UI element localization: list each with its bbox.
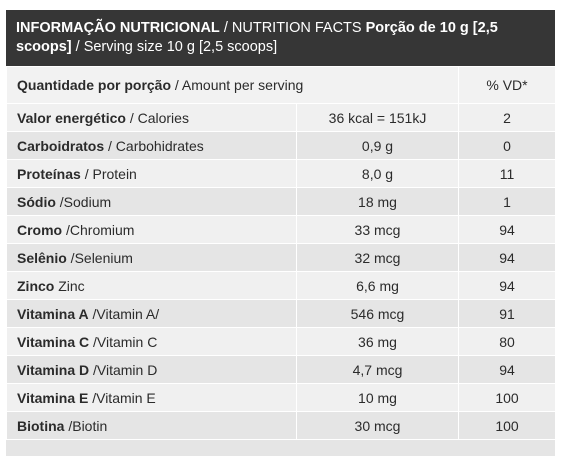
nutrient-daily-value: 100 <box>458 383 556 412</box>
nutrient-daily-value: 0 <box>458 131 556 160</box>
nutrient-name: Vitamina D /Vitamin D <box>6 355 297 384</box>
nutrient-amount: 30 mcg <box>296 411 459 440</box>
nutrient-daily-value: 11 <box>458 159 556 188</box>
header-portion-pt: Porção de 10 g [2,5 scoops] <box>16 20 498 55</box>
header-separator: / <box>71 39 84 55</box>
nutrition-table: Quantidade por porção / Amount per servi… <box>6 66 556 440</box>
nutrient-daily-value: 94 <box>458 271 556 300</box>
daily-value-header: % VD* <box>458 66 556 104</box>
column-header-row: Quantidade por porção / Amount per servi… <box>6 66 556 104</box>
nutrient-name: Biotina /Biotin <box>6 411 297 440</box>
table-row: Vitamina C /Vitamin C 36 mg 80 <box>6 327 556 356</box>
nutrient-daily-value: 2 <box>458 103 556 132</box>
nutrient-name: Zinco Zinc <box>6 271 297 300</box>
nutrient-daily-value: 94 <box>458 243 556 272</box>
table-row: Sódio /Sodium 18 mg 1 <box>6 187 556 216</box>
table-row: Cromo /Chromium 33 mcg 94 <box>6 215 556 244</box>
table-row: Vitamina A /Vitamin A/546 mcg 91 <box>6 299 556 328</box>
nutrient-name: Vitamina C /Vitamin C <box>6 327 297 356</box>
nutrient-amount: 36 kcal = 151kJ <box>296 103 459 132</box>
nutrient-daily-value: 94 <box>458 215 556 244</box>
header-title-pt: INFORMAÇÃO NUTRICIONAL <box>16 20 220 36</box>
table-row: Vitamina D /Vitamin D 4,7 mcg 94 <box>6 355 556 384</box>
nutrient-amount: 18 mg <box>296 187 459 216</box>
nutrient-name: Vitamina E /Vitamin E <box>6 383 297 412</box>
nutrient-name: Valor energético / Calories <box>6 103 297 132</box>
nutrient-name: Selênio /Selenium <box>6 243 297 272</box>
amount-per-serving-header: Quantidade por porção / Amount per servi… <box>6 66 459 104</box>
nutrient-name: Sódio /Sodium <box>6 187 297 216</box>
nutrient-daily-value: 94 <box>458 355 556 384</box>
nutrient-daily-value: 100 <box>458 411 556 440</box>
nutrition-facts-panel: INFORMAÇÃO NUTRICIONAL / NUTRITION FACTS… <box>6 10 556 456</box>
table-row: Biotina /Biotin 30 mcg 100 <box>6 411 556 440</box>
nutrient-name: Cromo /Chromium <box>6 215 297 244</box>
nutrient-amount: 6,6 mg <box>296 271 459 300</box>
header-separator: / <box>219 20 232 36</box>
nutrient-amount: 4,7 mcg <box>296 355 459 384</box>
nutrient-name: Vitamina A /Vitamin A/ <box>6 299 297 328</box>
header-portion-en: Serving size 10 g [2,5 scoops] <box>83 39 278 55</box>
nutrition-header: INFORMAÇÃO NUTRICIONAL / NUTRITION FACTS… <box>6 10 555 66</box>
nutrient-daily-value: 80 <box>458 327 556 356</box>
nutrient-name: Proteínas / Protein <box>6 159 297 188</box>
nutrient-amount: 36 mg <box>296 327 459 356</box>
table-row: Selênio /Selenium 32 mcg 94 <box>6 243 556 272</box>
nutrient-amount: 546 mcg <box>296 299 459 328</box>
table-row: Vitamina E /Vitamin E 10 mg 100 <box>6 383 556 412</box>
table-row: Proteínas / Protein 8,0 g 11 <box>6 159 556 188</box>
nutrient-amount: 8,0 g <box>296 159 459 188</box>
nutrient-daily-value: 1 <box>458 187 556 216</box>
table-row: Zinco Zinc 6,6 mg 94 <box>6 271 556 300</box>
nutrient-amount: 32 mcg <box>296 243 459 272</box>
nutrient-amount: 33 mcg <box>296 215 459 244</box>
nutrient-amount: 10 mg <box>296 383 459 412</box>
nutrient-amount: 0,9 g <box>296 131 459 160</box>
header-title-en: NUTRITION FACTS <box>231 20 362 36</box>
table-row: Valor energético / Calories 36 kcal = 151… <box>6 103 556 132</box>
nutrient-daily-value: 91 <box>458 299 556 328</box>
nutrient-name: Carboidratos / Carbohidrates <box>6 131 297 160</box>
